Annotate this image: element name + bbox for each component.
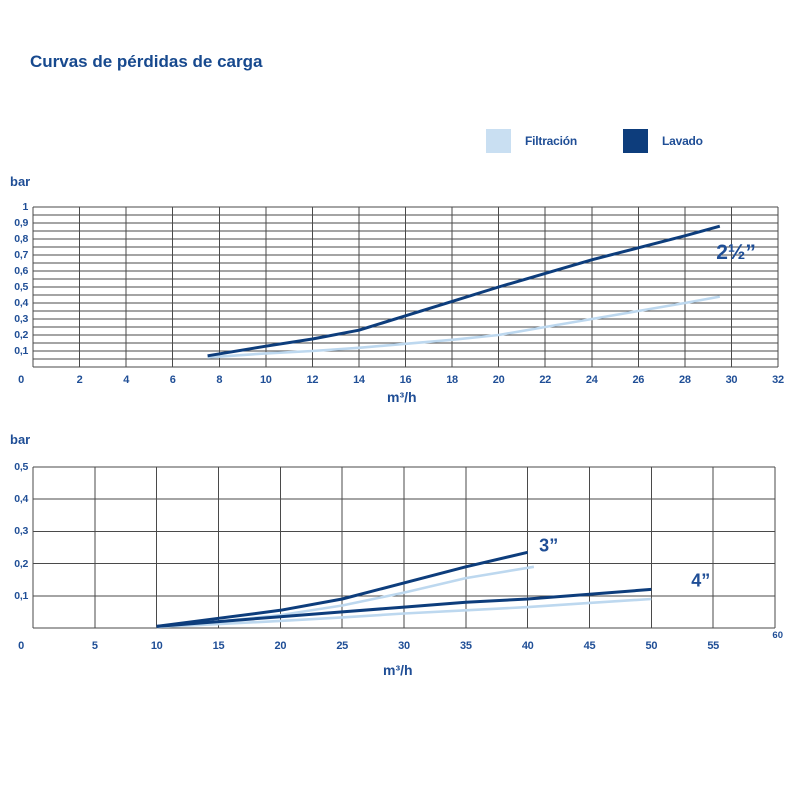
x-tick-55: 55 — [707, 640, 719, 652]
x-tick-30: 30 — [398, 640, 410, 652]
legend-item-lavado: Lavado — [623, 129, 703, 153]
lavado-swatch — [623, 129, 648, 153]
curve-label-4-inch: 4” — [691, 570, 711, 591]
x-tick-45: 45 — [583, 640, 596, 652]
y-tick-0,1: 0,1 — [14, 345, 28, 357]
y-axis-unit-top: bar — [10, 174, 31, 189]
x-tick-20: 20 — [492, 374, 505, 386]
y-tick-0,3: 0,3 — [14, 525, 28, 538]
y-tick-0,4: 0,4 — [14, 297, 28, 309]
x-tick-26: 26 — [632, 374, 645, 386]
x-tick-50: 50 — [645, 640, 658, 652]
x-tick-15: 15 — [212, 640, 225, 652]
x-tick-4: 4 — [123, 374, 130, 386]
y-tick-0,7: 0,7 — [14, 249, 28, 261]
y-tick-0,5: 0,5 — [14, 461, 28, 473]
x-axis-unit-bottom: m³/h — [383, 662, 413, 678]
x-tick-28: 28 — [679, 374, 691, 386]
curve-label-2-1-2-inch: 2½” — [716, 240, 756, 264]
x-tick-40: 40 — [521, 640, 534, 652]
y-tick-1: 1 — [22, 201, 28, 213]
plot-area-bottom — [32, 466, 776, 629]
y-tick-0,6: 0,6 — [14, 265, 28, 277]
y-tick-0,9: 0,9 — [14, 217, 28, 229]
x-tick-22: 22 — [539, 374, 551, 386]
legend-item-filtracion: Filtración — [486, 129, 577, 153]
x-tick-16: 16 — [399, 374, 412, 386]
x-tick-24: 24 — [585, 374, 598, 386]
y-tick-0,3: 0,3 — [14, 313, 28, 325]
y-tick-0,1: 0,1 — [14, 589, 28, 602]
x-tick-14: 14 — [353, 374, 365, 386]
x-tick-20: 20 — [274, 640, 287, 652]
x-tick-10: 10 — [150, 640, 163, 652]
y-tick-0,5: 0,5 — [14, 281, 28, 293]
x-tick-35: 35 — [460, 640, 472, 652]
page-title: Curvas de pérdidas de carga — [30, 52, 263, 71]
plot-area-top — [32, 206, 779, 368]
legend-label-lavado: Lavado — [662, 134, 703, 148]
x-tick-32: 32 — [772, 374, 784, 386]
x-tick-60: 60 — [772, 630, 783, 641]
x-tick-2: 2 — [76, 374, 83, 386]
x-tick-12: 12 — [306, 374, 319, 386]
y-tick-0,2: 0,2 — [14, 329, 28, 341]
curve-label-3-inch: 3” — [539, 535, 559, 556]
x-tick-0: 0 — [18, 640, 24, 652]
y-axis-unit-bottom: bar — [10, 432, 31, 447]
x-tick-8: 8 — [216, 374, 223, 386]
x-axis-unit-top: m³/h — [387, 389, 417, 405]
filtracion-swatch — [486, 129, 511, 153]
y-tick-0,8: 0,8 — [14, 233, 28, 245]
y-tick-0,2: 0,2 — [14, 557, 28, 570]
x-tick-10: 10 — [259, 374, 272, 386]
x-tick-30: 30 — [725, 374, 738, 386]
legend-label-filtracion: Filtración — [525, 134, 578, 148]
x-tick-6: 6 — [169, 374, 176, 386]
x-tick-25: 25 — [336, 640, 348, 652]
x-tick-18: 18 — [446, 374, 458, 386]
x-tick-5: 5 — [91, 640, 98, 652]
x-tick-0: 0 — [18, 374, 24, 386]
y-tick-0,4: 0,4 — [14, 493, 28, 506]
